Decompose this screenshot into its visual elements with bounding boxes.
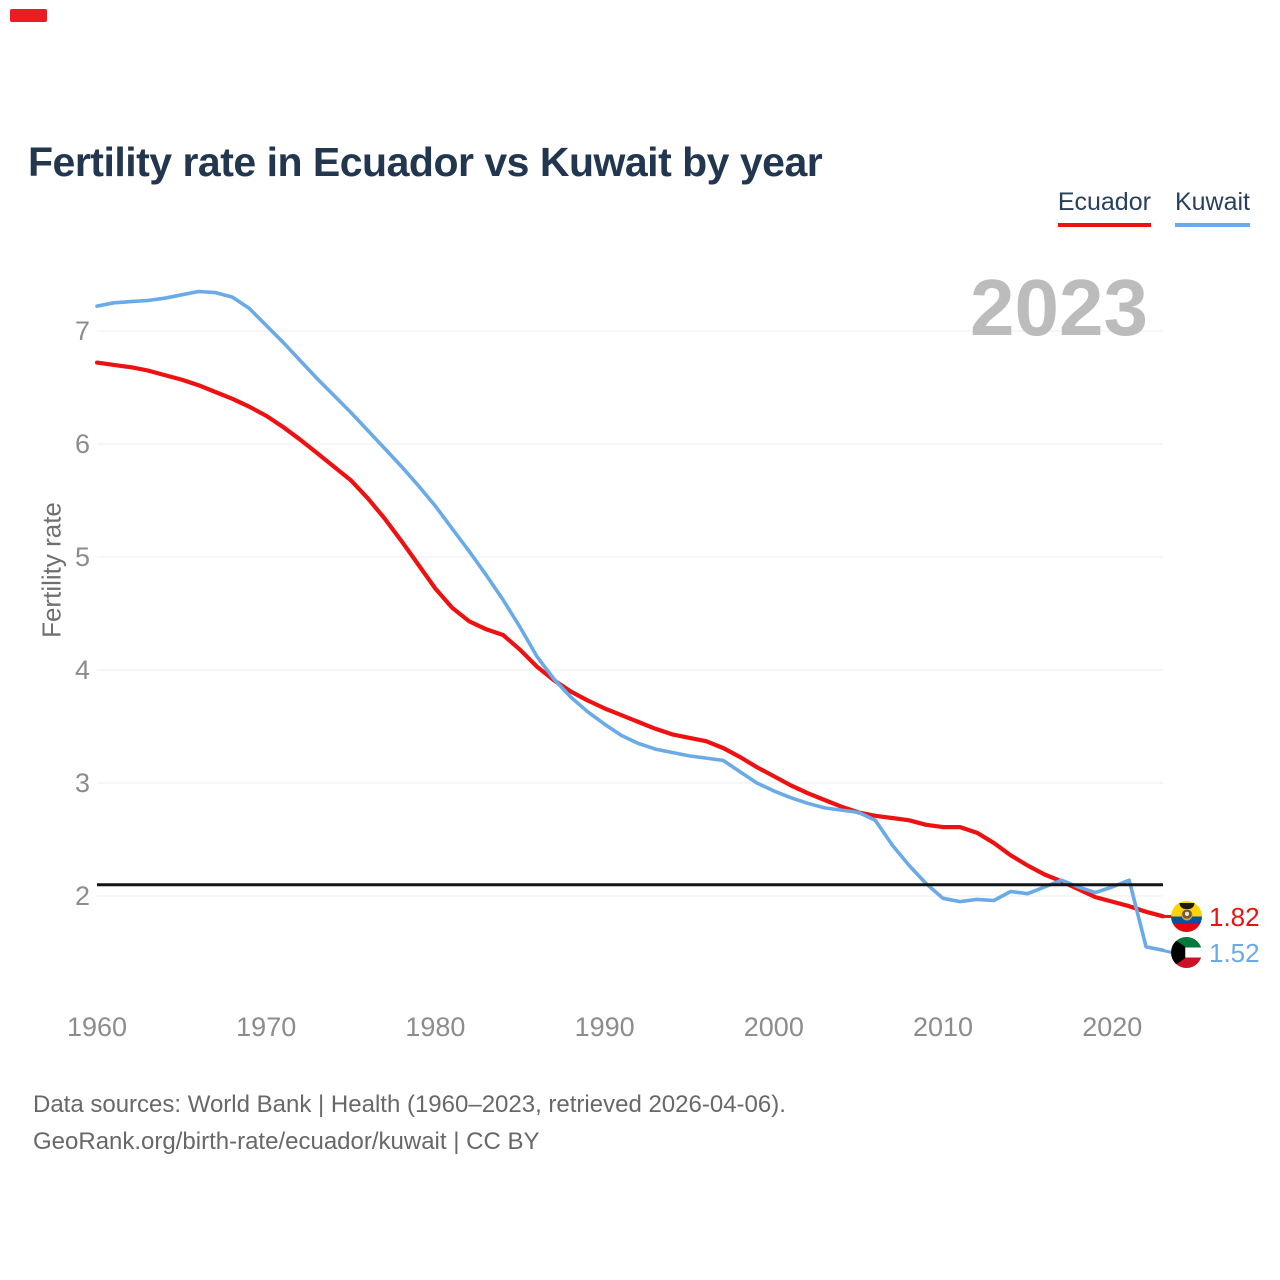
ecuador-crest-bird <box>1179 903 1194 909</box>
watermark-year: 2023 <box>970 263 1148 352</box>
y-axis-tick-label: 7 <box>74 316 90 346</box>
plot-lines-layer <box>94 289 1174 954</box>
ecuador-flag-icon <box>1171 901 1202 932</box>
y-axis-tick-label: 6 <box>74 429 90 459</box>
y-axis-tick-label: 2 <box>74 881 90 911</box>
kuwait-flag-connector <box>1160 948 1174 954</box>
legend: Ecuador Kuwait <box>1057 188 1250 227</box>
legend-item-ecuador[interactable]: Ecuador <box>1057 188 1151 227</box>
x-axis-tick-label: 1970 <box>236 1012 297 1042</box>
y-axis-tick-label: 4 <box>74 655 90 685</box>
ecuador-end-value: 1.82 <box>1209 902 1260 932</box>
legend-item-kuwait[interactable]: Kuwait <box>1174 188 1250 227</box>
ecuador-crest-icon <box>1181 909 1192 921</box>
footer: Data sources: World Bank | Health (1960–… <box>33 1086 786 1160</box>
x-axis-tick-label: 1990 <box>574 1012 635 1042</box>
data-sources-line: Data sources: World Bank | Health (1960–… <box>33 1091 786 1118</box>
y-axis-tick-label: 3 <box>74 768 90 798</box>
red-corner-marker <box>10 9 47 22</box>
x-axis-tick-label: 2010 <box>912 1012 974 1042</box>
x-axis-tick-label: 2000 <box>743 1012 804 1042</box>
page-title: Fertility rate in Ecuador vs Kuwait by y… <box>28 139 823 186</box>
x-axis-tick-label: 1980 <box>405 1012 466 1042</box>
kuwait-hoist-triangle <box>1171 937 1186 968</box>
attribution-line: GeoRank.org/birth-rate/ecuador/kuwait | … <box>33 1128 540 1155</box>
gridlines-layer <box>97 330 1163 897</box>
x-axis-tick-label: 2020 <box>1082 1012 1143 1042</box>
ecuador-line <box>94 360 1166 919</box>
y-axis-tick-label: 5 <box>74 542 90 572</box>
kuwait-end-value: 1.52 <box>1209 938 1260 968</box>
x-axis-tick-label: 1960 <box>66 1012 128 1042</box>
kuwait-line <box>95 289 1165 952</box>
kuwait-flag-icon <box>1171 937 1202 968</box>
